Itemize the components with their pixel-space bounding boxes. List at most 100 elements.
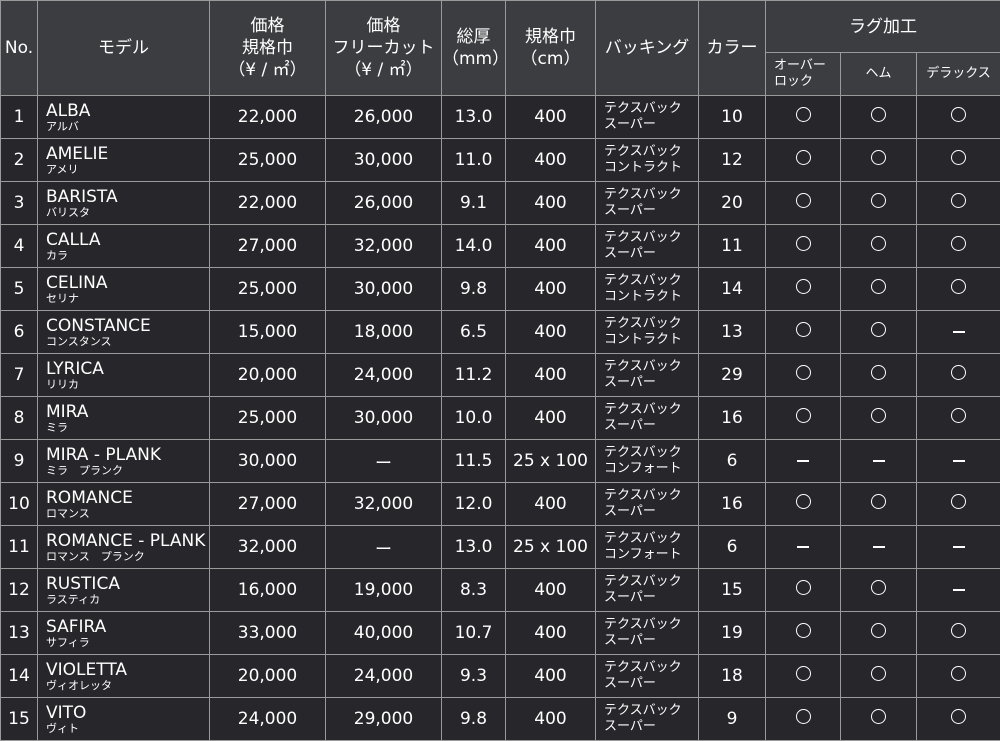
hem-cell (840, 654, 917, 698)
hem-cell (840, 353, 917, 397)
header-hem: ヘム (840, 52, 917, 96)
color-count-cell: 16 (698, 482, 766, 526)
model-cell: ROMANCE ロマンス (37, 482, 210, 526)
hem-cell (840, 396, 917, 440)
header-price-standard-line: 価格 (250, 16, 285, 36)
model-name-en: CALLA (46, 229, 101, 250)
model-name-ja: カラ (46, 248, 68, 262)
price-free-cell: 30,000 (325, 267, 442, 311)
hem-cell (840, 568, 917, 612)
width-cell: 400 (505, 95, 596, 139)
price-free-cell: 26,000 (325, 95, 442, 139)
header-thickness-line: （mm） (442, 49, 506, 69)
price-standard-cell: 22,000 (209, 95, 326, 139)
header-backing: バッキング (595, 0, 699, 96)
available-circle-icon (871, 322, 886, 337)
price-standard-cell: 25,000 (209, 267, 326, 311)
available-circle-icon (951, 365, 966, 380)
width-cell: 400 (505, 310, 596, 354)
backing-cell: テクスバック スーパー (595, 396, 699, 440)
hem-cell (840, 95, 917, 139)
row-number: 15 (0, 697, 38, 741)
deluxe-cell (916, 138, 1000, 182)
available-circle-icon (795, 408, 811, 423)
model-name-en: MIRA - PLANK (46, 444, 161, 465)
backing-line: テクスバック (604, 660, 682, 675)
backing-line: コントラクト (604, 289, 683, 304)
width-cell: 400 (505, 267, 596, 311)
row-number: 8 (0, 396, 38, 440)
hem-cell (840, 138, 917, 182)
price-standard-cell: 25,000 (209, 396, 326, 440)
row-number: 1 (0, 95, 38, 139)
model-cell: RUSTICA ラスティカ (37, 568, 210, 612)
deluxe-cell (916, 396, 1000, 440)
table-row: 10 ROMANCE ロマンス 27,000 32,000 12.0 400 テクスバック スー… (0, 482, 1000, 526)
backing-line: コンフォート (604, 461, 682, 476)
backing-cell: テクスバック コントラクト (595, 138, 699, 182)
deluxe-cell (916, 439, 1000, 483)
price-free-cell: 18,000 (325, 310, 442, 354)
available-circle-icon (951, 193, 966, 208)
model-name-en: VITO (46, 702, 87, 723)
thickness-cell: 9.8 (441, 267, 506, 311)
available-circle-icon (795, 494, 811, 509)
model-cell: CALLA カラ (37, 224, 210, 268)
deluxe-cell (916, 482, 1000, 526)
price-standard-cell: 25,000 (209, 138, 326, 182)
price-free-cell: 30,000 (325, 396, 442, 440)
available-circle-icon (951, 107, 966, 122)
backing-cell: テクスバック スーパー (595, 224, 699, 268)
color-count-cell: 16 (698, 396, 766, 440)
row-number: 9 (0, 439, 38, 483)
backing-line: コントラクト (604, 160, 683, 175)
table-row: 7 LYRICA リリカ 20,000 24,000 11.2 400 テクスバック スーパー 2… (0, 353, 1000, 397)
hem-cell (840, 310, 917, 354)
width-cell: 25 x 100 (505, 439, 596, 483)
table-row: 2 AMELIE アメリ 25,000 30,000 11.0 400 テクスバック コントラク… (0, 138, 1000, 182)
thickness-cell: 6.5 (441, 310, 506, 354)
width-cell: 25 x 100 (505, 525, 596, 569)
width-cell: 400 (505, 353, 596, 397)
model-name-en: ROMANCE - PLANK (46, 530, 206, 551)
deluxe-cell (916, 95, 1000, 139)
model-name-ja: アメリ (46, 162, 79, 176)
available-circle-icon (871, 150, 886, 165)
header-color: カラー (698, 0, 766, 96)
header-overlock-line: ロック (774, 74, 814, 89)
deluxe-cell (916, 224, 1000, 268)
price-free-cell: 32,000 (325, 224, 442, 268)
model-name-ja: ロマンス プランク (46, 549, 145, 563)
deluxe-cell (916, 611, 1000, 655)
color-count-cell: 10 (698, 95, 766, 139)
row-number: 11 (0, 525, 38, 569)
unavailable-dash-icon (952, 589, 965, 591)
overlock-cell (765, 267, 841, 311)
backing-line: テクスバック (604, 402, 682, 417)
backing-line: テクスバック (604, 531, 682, 546)
price-free-cell: 26,000 (325, 181, 442, 225)
backing-line: テクスバック (604, 574, 682, 589)
hem-cell (840, 224, 917, 268)
hem-cell (840, 439, 917, 483)
backing-line: テクスバック (604, 101, 682, 116)
unavailable-dash-icon (872, 460, 885, 462)
deluxe-cell (916, 181, 1000, 225)
unavailable-dash-icon (797, 546, 809, 548)
model-cell: MIRA ミラ (37, 396, 210, 440)
price-free-cell: 30,000 (325, 138, 442, 182)
table-row: 9 MIRA - PLANK ミラ プランク 30,000 ー 11.5 25 x 100 テ… (0, 439, 1000, 483)
overlock-cell (765, 353, 841, 397)
model-name-ja: コンスタンス (46, 334, 112, 348)
model-name-en: VIOLETTA (46, 659, 128, 680)
available-circle-icon (795, 279, 811, 294)
backing-cell: テクスバック コンフォート (595, 525, 699, 569)
model-name-en: ALBA (46, 100, 91, 121)
table-row: 4 CALLA カラ 27,000 32,000 14.0 400 テクスバック スーパー 11 (0, 224, 1000, 268)
unavailable-dash-icon (872, 546, 885, 548)
table-body: 1 ALBA アルバ 22,000 26,000 13.0 400 テクスバック スーパー 10 2… (0, 95, 1000, 741)
price-standard-cell: 15,000 (209, 310, 326, 354)
hem-cell (840, 525, 917, 569)
header-price-free-line: 価格 (366, 16, 401, 36)
header-rug-processing: ラグ加工 (765, 0, 1000, 53)
